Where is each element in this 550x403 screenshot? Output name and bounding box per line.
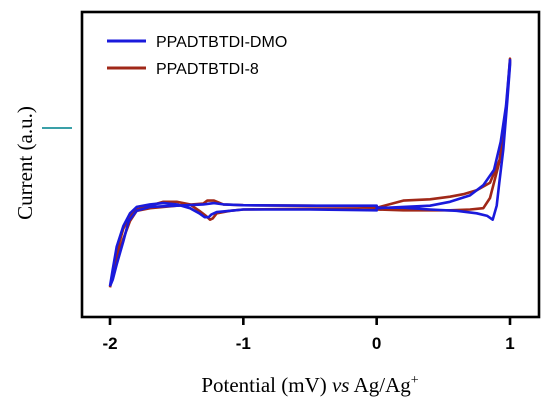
legend-label-dmo: PPADTBTDI-DMO [156,34,287,51]
series-layer [108,57,512,288]
x-axis-ticks: -2 -1 0 1 [102,317,515,353]
series-line-dmo [108,58,512,287]
x-tick-label: 0 [372,334,381,353]
stray-mark [42,127,72,129]
x-tick-label: 1 [505,334,514,353]
series-line-8 [108,57,512,288]
x-tick-label: -1 [236,334,251,353]
x-tick-label: -2 [102,334,117,353]
plot-frame [80,10,541,319]
x-axis-title-superscript: + [411,373,419,388]
legend: PPADTBTDI-DMO PPADTBTDI-8 [107,34,287,78]
x-axis-title-part: Ag/Ag [349,373,411,397]
x-axis-title-vs: vs [332,373,350,397]
legend-label-8: PPADTBTDI-8 [156,61,259,78]
y-axis-title: Current (a.u.) [13,106,37,220]
x-axis-title-part: Potential (mV) [201,373,332,397]
x-axis-title: Potential (mV) vs Ag/Ag+ [201,373,418,397]
